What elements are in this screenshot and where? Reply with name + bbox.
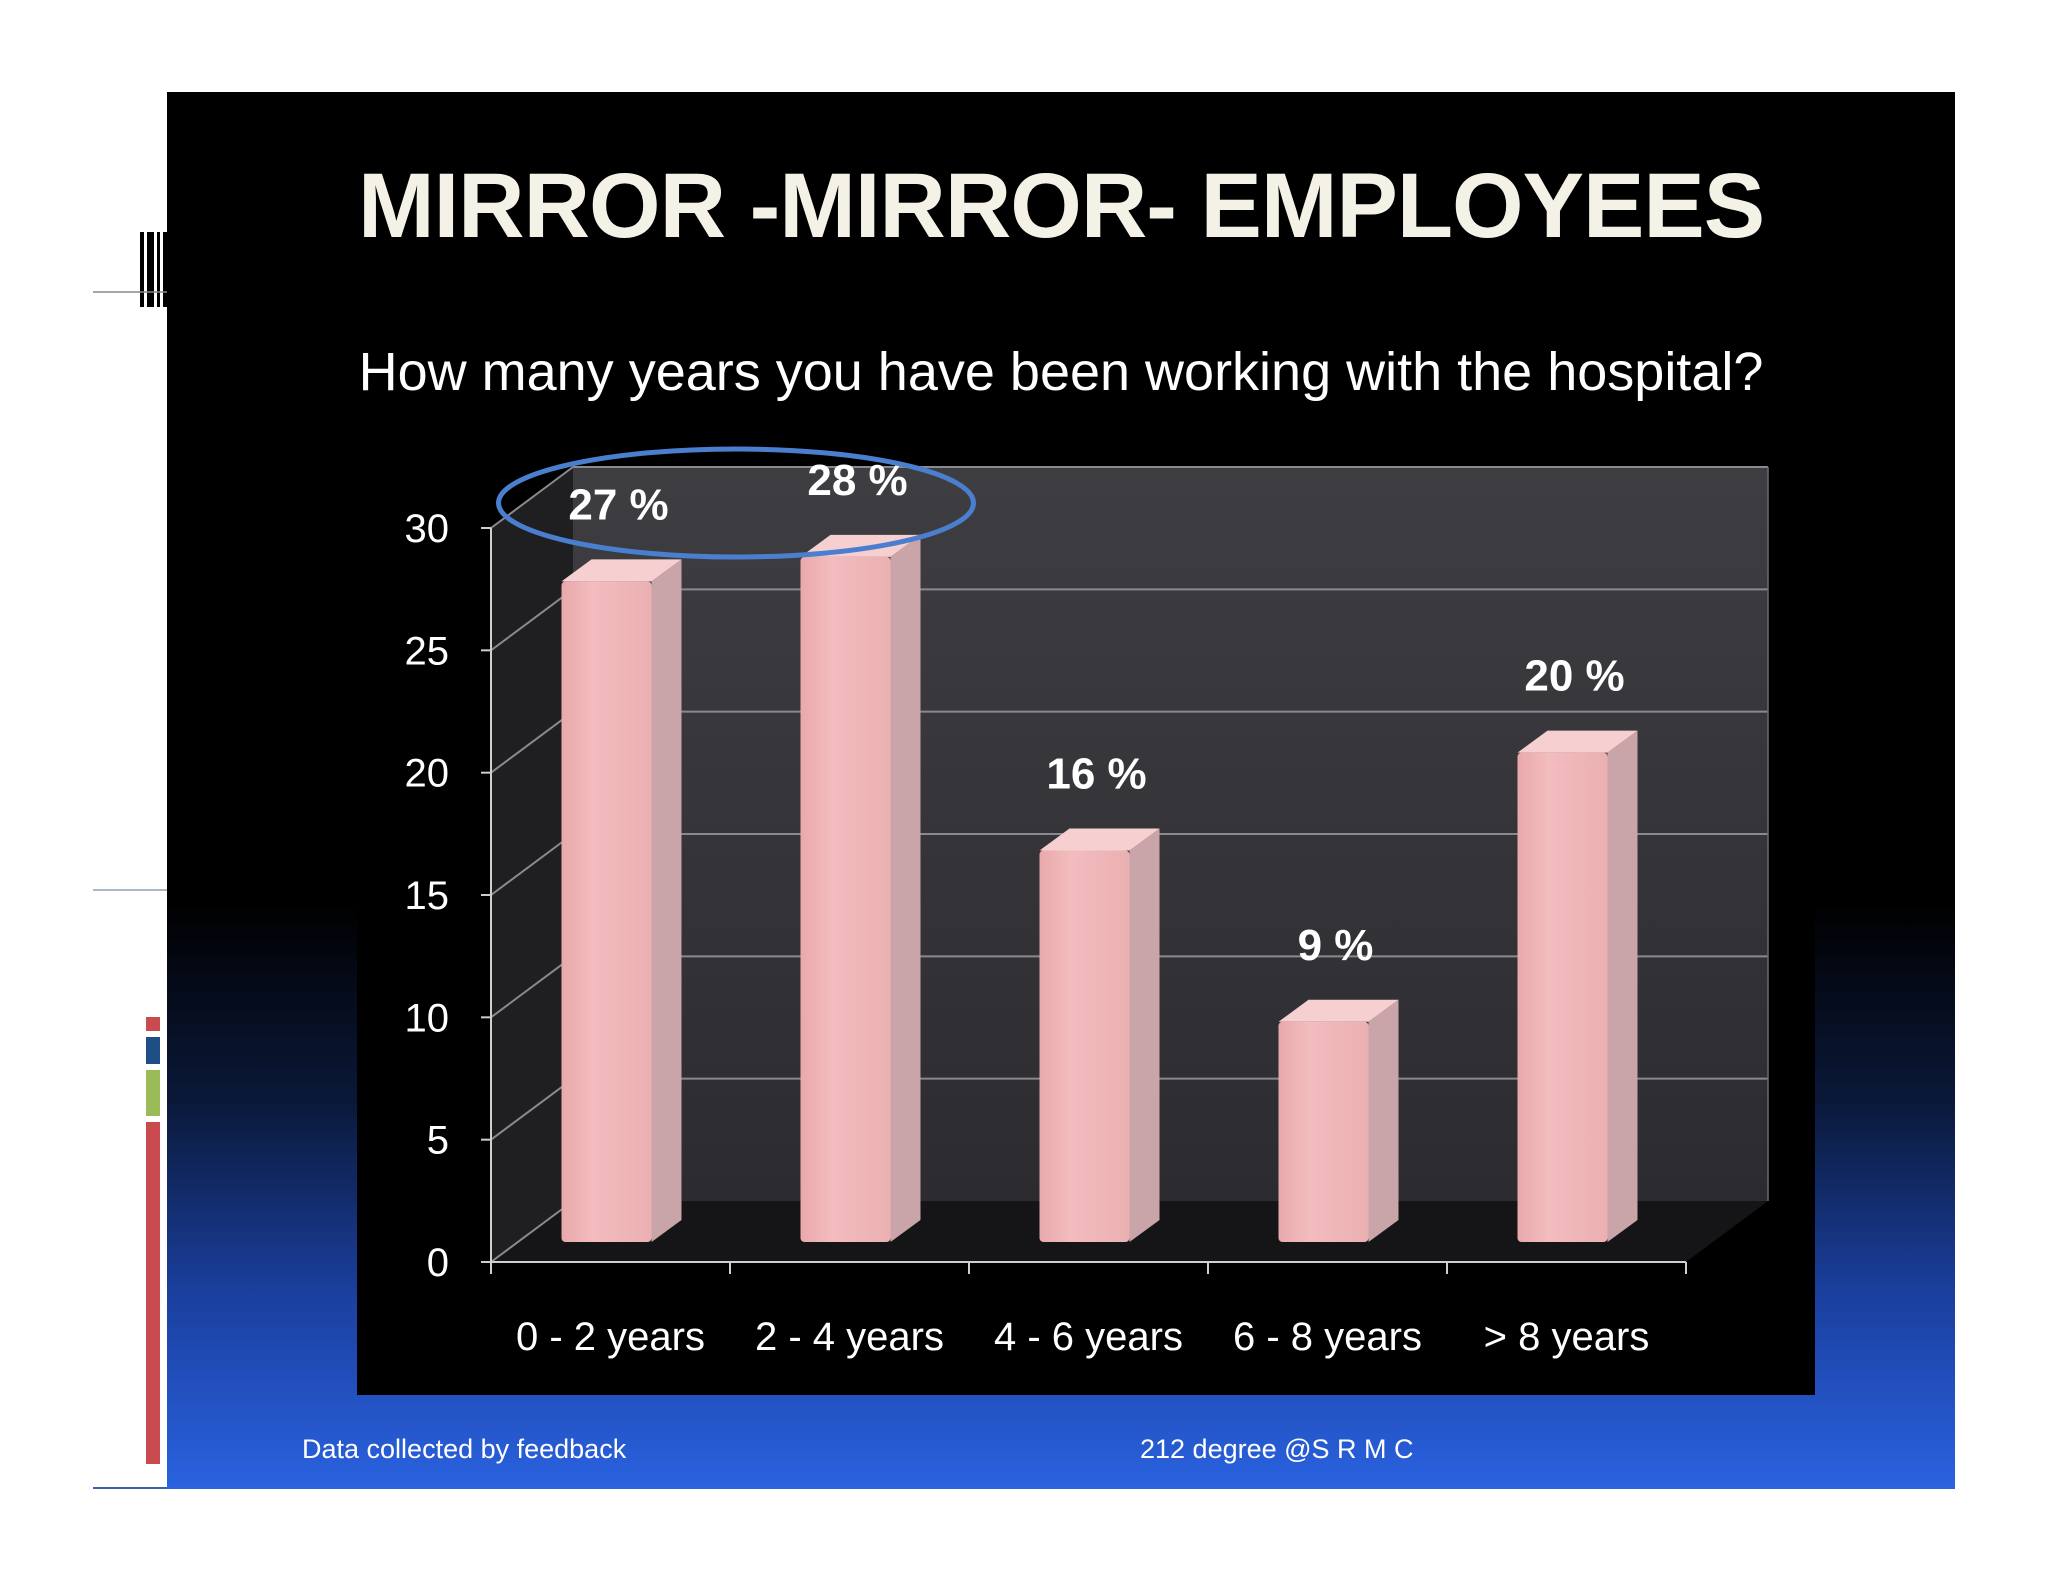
slide-title: MIRROR -MIRROR- EMPLOYEES: [357, 155, 1765, 257]
bar: [800, 534, 921, 1242]
y-tick-label: 30: [405, 507, 450, 551]
data-labels: 27 % 28 %16 %9 %20 %: [568, 456, 1624, 970]
bar-side: [1129, 828, 1160, 1242]
bar: [1517, 730, 1638, 1242]
data-label: 20 %: [1524, 652, 1624, 701]
y-tick-label: 5: [427, 1119, 449, 1163]
bar-top: [561, 559, 682, 582]
accent-block-green: [146, 1070, 160, 1116]
data-label: 16 %: [1046, 750, 1146, 799]
footer-source-note: Data collected by feedback: [302, 1434, 627, 1464]
bars: [561, 534, 1638, 1242]
x-tick-label: > 8 years: [1484, 1315, 1650, 1359]
bar-front: [800, 556, 891, 1242]
gridline-depth: [490, 1200, 574, 1263]
data-label: 9 %: [1298, 921, 1374, 970]
barcode-mark: [140, 232, 167, 307]
bar-top: [1517, 730, 1638, 753]
accent-block-navy: [146, 1037, 160, 1064]
gridline-depth: [490, 955, 574, 1019]
x-tick-label: 0 - 2 years: [516, 1315, 705, 1359]
x-tick-label: 6 - 8 years: [1233, 1315, 1422, 1359]
x-tick-labels: 0 - 2 years 2 - 4 years 4 - 6 years 6 - 8 y…: [516, 1315, 1649, 1359]
gridline-depth: [490, 1077, 574, 1141]
bar-side: [1368, 999, 1399, 1242]
gridline-depth: [490, 588, 574, 652]
y-tick-label: 10: [405, 996, 450, 1040]
accent-block-red: [146, 1017, 160, 1031]
bar-top: [1278, 999, 1399, 1022]
y-tick-label: 0: [427, 1241, 449, 1285]
bar: [561, 559, 682, 1242]
data-label: 27 %: [568, 480, 668, 529]
bar-side: [890, 534, 921, 1242]
y-tick-label: 25: [405, 629, 450, 673]
bar-front: [1039, 850, 1130, 1242]
bar-front: [561, 581, 652, 1242]
footer-credit: 212 degree @S R M C: [1140, 1434, 1414, 1464]
bar-top: [1039, 828, 1160, 851]
slide-subtitle: How many years you have been working wit…: [358, 342, 1764, 402]
x-tick-label: 2 - 4 years: [755, 1315, 944, 1359]
bar-side: [1607, 730, 1638, 1242]
y-tick-label: 20: [405, 752, 450, 796]
bar-front: [1278, 1021, 1369, 1242]
bar-front: [1517, 752, 1608, 1242]
highlight-ellipse: [496, 446, 976, 560]
accent-bar-red: [146, 1122, 160, 1464]
bar: [1039, 828, 1160, 1242]
gridline-depth: [490, 710, 574, 774]
bar: [1278, 999, 1399, 1242]
gridline-depth: [490, 833, 574, 896]
y-tick-label: 15: [405, 874, 450, 918]
bar-side: [651, 559, 682, 1242]
x-tick-label: 4 - 6 years: [994, 1315, 1183, 1359]
